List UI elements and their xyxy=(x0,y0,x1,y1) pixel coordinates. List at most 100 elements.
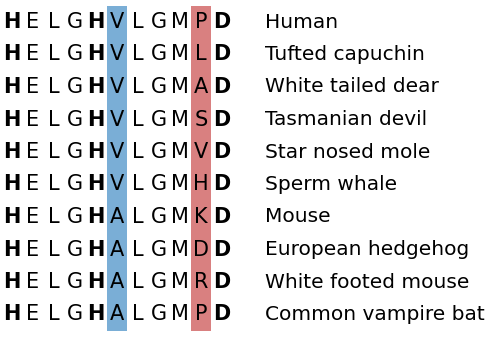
Text: D: D xyxy=(213,174,231,195)
Text: G: G xyxy=(67,305,83,324)
Text: D: D xyxy=(213,305,231,324)
Text: K: K xyxy=(194,207,208,227)
Text: A: A xyxy=(110,207,124,227)
Text: D: D xyxy=(213,12,231,32)
Text: L: L xyxy=(132,142,144,162)
Text: D: D xyxy=(213,239,231,259)
Text: V: V xyxy=(110,109,124,130)
Text: E: E xyxy=(26,109,40,130)
Text: V: V xyxy=(110,44,124,65)
Text: L: L xyxy=(48,77,60,97)
Text: G: G xyxy=(67,12,83,32)
Text: H: H xyxy=(3,305,21,324)
Text: L: L xyxy=(132,207,144,227)
Text: H: H xyxy=(87,44,105,65)
Text: L: L xyxy=(132,305,144,324)
Text: L: L xyxy=(132,272,144,292)
Bar xyxy=(107,6,127,331)
Text: G: G xyxy=(67,142,83,162)
Text: G: G xyxy=(67,272,83,292)
Text: G: G xyxy=(151,77,167,97)
Text: L: L xyxy=(48,239,60,259)
Text: L: L xyxy=(48,142,60,162)
Text: V: V xyxy=(110,174,124,195)
Text: European hedgehog: European hedgehog xyxy=(265,240,469,259)
Text: D: D xyxy=(193,239,209,259)
Text: E: E xyxy=(26,174,40,195)
Text: Common vampire bat: Common vampire bat xyxy=(265,305,485,324)
Text: M: M xyxy=(171,44,189,65)
Text: G: G xyxy=(151,239,167,259)
Text: Star nosed mole: Star nosed mole xyxy=(265,143,430,162)
Text: G: G xyxy=(67,207,83,227)
Text: H: H xyxy=(87,109,105,130)
Text: V: V xyxy=(110,142,124,162)
Text: G: G xyxy=(151,44,167,65)
Text: A: A xyxy=(110,239,124,259)
Text: E: E xyxy=(26,44,40,65)
Text: G: G xyxy=(67,174,83,195)
Text: H: H xyxy=(87,207,105,227)
Text: S: S xyxy=(195,109,208,130)
Text: H: H xyxy=(193,174,209,195)
Text: H: H xyxy=(87,174,105,195)
Text: G: G xyxy=(151,174,167,195)
Text: L: L xyxy=(48,12,60,32)
Text: M: M xyxy=(171,207,189,227)
Bar xyxy=(191,6,211,331)
Text: V: V xyxy=(110,12,124,32)
Text: P: P xyxy=(195,305,207,324)
Text: L: L xyxy=(132,77,144,97)
Text: D: D xyxy=(213,142,231,162)
Text: L: L xyxy=(48,207,60,227)
Text: G: G xyxy=(151,207,167,227)
Text: H: H xyxy=(87,305,105,324)
Text: L: L xyxy=(48,305,60,324)
Text: L: L xyxy=(48,272,60,292)
Text: H: H xyxy=(87,142,105,162)
Text: G: G xyxy=(151,142,167,162)
Text: E: E xyxy=(26,12,40,32)
Text: H: H xyxy=(3,77,21,97)
Text: D: D xyxy=(213,207,231,227)
Text: M: M xyxy=(171,305,189,324)
Text: H: H xyxy=(87,12,105,32)
Text: H: H xyxy=(3,272,21,292)
Text: G: G xyxy=(67,44,83,65)
Text: V: V xyxy=(194,142,208,162)
Text: Sperm whale: Sperm whale xyxy=(265,175,397,194)
Text: E: E xyxy=(26,239,40,259)
Text: L: L xyxy=(132,44,144,65)
Text: H: H xyxy=(87,272,105,292)
Text: A: A xyxy=(110,305,124,324)
Text: H: H xyxy=(3,44,21,65)
Text: H: H xyxy=(87,77,105,97)
Text: L: L xyxy=(132,109,144,130)
Text: L: L xyxy=(132,174,144,195)
Text: H: H xyxy=(3,207,21,227)
Text: E: E xyxy=(26,142,40,162)
Text: H: H xyxy=(3,109,21,130)
Text: L: L xyxy=(48,174,60,195)
Text: H: H xyxy=(3,239,21,259)
Text: M: M xyxy=(171,109,189,130)
Text: V: V xyxy=(110,77,124,97)
Text: G: G xyxy=(151,12,167,32)
Text: R: R xyxy=(194,272,208,292)
Text: D: D xyxy=(213,44,231,65)
Text: H: H xyxy=(3,12,21,32)
Text: D: D xyxy=(213,77,231,97)
Text: E: E xyxy=(26,305,40,324)
Text: L: L xyxy=(132,12,144,32)
Text: P: P xyxy=(195,12,207,32)
Text: H: H xyxy=(87,239,105,259)
Text: L: L xyxy=(195,44,207,65)
Text: M: M xyxy=(171,142,189,162)
Text: Tasmanian devil: Tasmanian devil xyxy=(265,110,427,129)
Text: White tailed dear: White tailed dear xyxy=(265,78,439,96)
Text: G: G xyxy=(67,109,83,130)
Text: A: A xyxy=(110,272,124,292)
Text: G: G xyxy=(151,305,167,324)
Text: M: M xyxy=(171,12,189,32)
Text: H: H xyxy=(3,142,21,162)
